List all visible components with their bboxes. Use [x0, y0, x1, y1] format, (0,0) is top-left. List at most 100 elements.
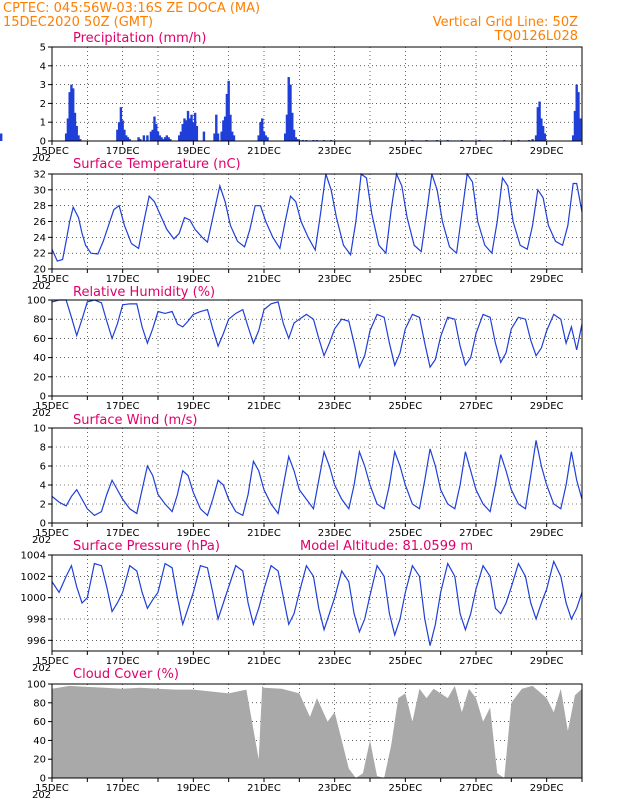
y-tick-label: 998 [27, 615, 46, 626]
panel-title: Surface Temperature (nC) [73, 157, 241, 172]
x-tick-label: 17DEC [106, 146, 140, 157]
x-tick-label: 21DEC [247, 274, 281, 285]
precip-bar [257, 135, 260, 141]
precip-bar [137, 137, 140, 141]
header-location: CPTEC: 045:56W-03:16S ZE DOCA (MA) [3, 1, 260, 16]
precip-bar [73, 112, 77, 141]
precip-bar [68, 92, 71, 141]
precip-bar [227, 80, 230, 141]
precip-bar [70, 84, 73, 141]
y-tick-label: 24 [33, 233, 46, 244]
x-tick-label: 25DEC [388, 401, 422, 412]
precip-bar [284, 133, 287, 141]
precip-bar [146, 135, 149, 141]
precip-bar [202, 131, 206, 141]
panel-frame [51, 554, 583, 652]
x-tick-label: 21DEC [247, 656, 281, 667]
y-tick-label: 1004 [21, 551, 46, 562]
y-tick-label: 2 [40, 500, 46, 511]
precip-bar [292, 129, 296, 141]
x-tick-label: 19DEC [176, 656, 210, 667]
panel-frame [51, 46, 583, 142]
x-tick-label: 29DEC [530, 146, 564, 157]
x-tick-label: 29DEC [530, 274, 564, 285]
panel-cloud: 0 20 40 60 80 100 15DEC 17DEC 19DEC 21DEC 23DEC 25D… [27, 667, 583, 800]
precip-bar [195, 125, 199, 141]
y-tick-label: 8 [40, 443, 46, 454]
x-tick-label: 15DEC [35, 656, 69, 667]
precip-bar [75, 125, 78, 141]
precip-bar [117, 122, 121, 141]
header-model: TQ0126L028 [494, 29, 578, 44]
wind-series-line [51, 440, 583, 517]
precip-bar [160, 137, 163, 141]
x-tick-label: 25DEC [388, 528, 422, 539]
y-tick-label: 20 [33, 372, 46, 383]
year-stub: 202 [32, 408, 51, 419]
y-tick-label: 0 [40, 137, 46, 148]
precip-bar [231, 131, 234, 141]
precip-bar [165, 135, 169, 141]
precip-bar [222, 120, 225, 141]
x-tick-label: 27DEC [459, 783, 493, 794]
precip-bar [128, 139, 131, 141]
precip-bar [149, 131, 153, 141]
x-tick-label: 23DEC [318, 656, 352, 667]
x-tick-label: 27DEC [459, 528, 493, 539]
y-tick-label: 1 [40, 118, 46, 129]
precip-bar [540, 118, 543, 141]
precip-bar [261, 118, 264, 141]
precip-bar [190, 114, 193, 141]
precip-bar [156, 131, 160, 141]
y-tick-label: 28 [33, 201, 46, 212]
y-tick-label: 4 [40, 61, 46, 72]
x-tick-label: 19DEC [176, 146, 210, 157]
y-tick-label: 996 [27, 636, 46, 647]
panel-frame [51, 683, 583, 779]
panel-frame [51, 299, 583, 397]
y-tick-label: 2 [40, 99, 46, 110]
panel-precip: 0 1 2 3 4 5 15DEC 17DEC 19DEC 21DEC 23DEC 25DEC 27DE… [0, 31, 583, 164]
panel-title: Precipitation (mm/h) [73, 31, 206, 46]
x-tick-label: 23DEC [318, 401, 352, 412]
x-tick-label: 29DEC [530, 528, 564, 539]
precip-bar [66, 118, 70, 141]
y-tick-label: 40 [33, 353, 46, 364]
x-tick-label: 23DEC [318, 146, 352, 157]
x-tick-label: 29DEC [530, 783, 564, 794]
x-tick-label: 29DEC [530, 401, 564, 412]
precip-bar [116, 129, 119, 141]
precip-bar [296, 139, 299, 141]
precip-bar [285, 114, 289, 141]
x-tick-label: 21DEC [247, 146, 281, 157]
x-tick-label: 25DEC [388, 783, 422, 794]
y-tick-label: 4 [40, 481, 46, 492]
x-tick-label: 23DEC [318, 528, 352, 539]
year-stub: 202 [32, 153, 51, 164]
cloud-area [52, 685, 582, 778]
panel-frame [51, 427, 583, 524]
precip-bar [72, 88, 75, 141]
x-tick-label: 19DEC [176, 274, 210, 285]
precip-bar [573, 110, 577, 141]
x-tick-label: 29DEC [530, 656, 564, 667]
precip-bar [579, 118, 582, 141]
y-tick-label: 22 [33, 249, 46, 260]
y-tick-label: 80 [33, 698, 46, 709]
panel-title: Cloud Cover (%) [73, 667, 179, 682]
x-tick-label: 19DEC [176, 783, 210, 794]
panel-rh: 0 20 40 60 80 100 15DEC 17DEC 19DEC 21DEC 23DEC 25D… [27, 285, 583, 419]
x-tick-label: 17DEC [106, 783, 140, 794]
x-tick-label: 17DEC [106, 528, 140, 539]
x-tick-label: 27DEC [459, 401, 493, 412]
precip-bar [123, 129, 126, 141]
y-tick-label: 3 [40, 80, 46, 91]
y-tick-label: 80 [33, 315, 46, 326]
precip-bar [575, 84, 578, 141]
panel-pres: 996 998 1000 1002 1004 15DEC 17DEC 19DEC 21DEC 23… [21, 539, 583, 674]
year-stub: 202 [32, 281, 51, 292]
x-tick-label: 15DEC [35, 401, 69, 412]
pres-series-line [51, 559, 583, 646]
y-tick-label: 30 [33, 185, 46, 196]
